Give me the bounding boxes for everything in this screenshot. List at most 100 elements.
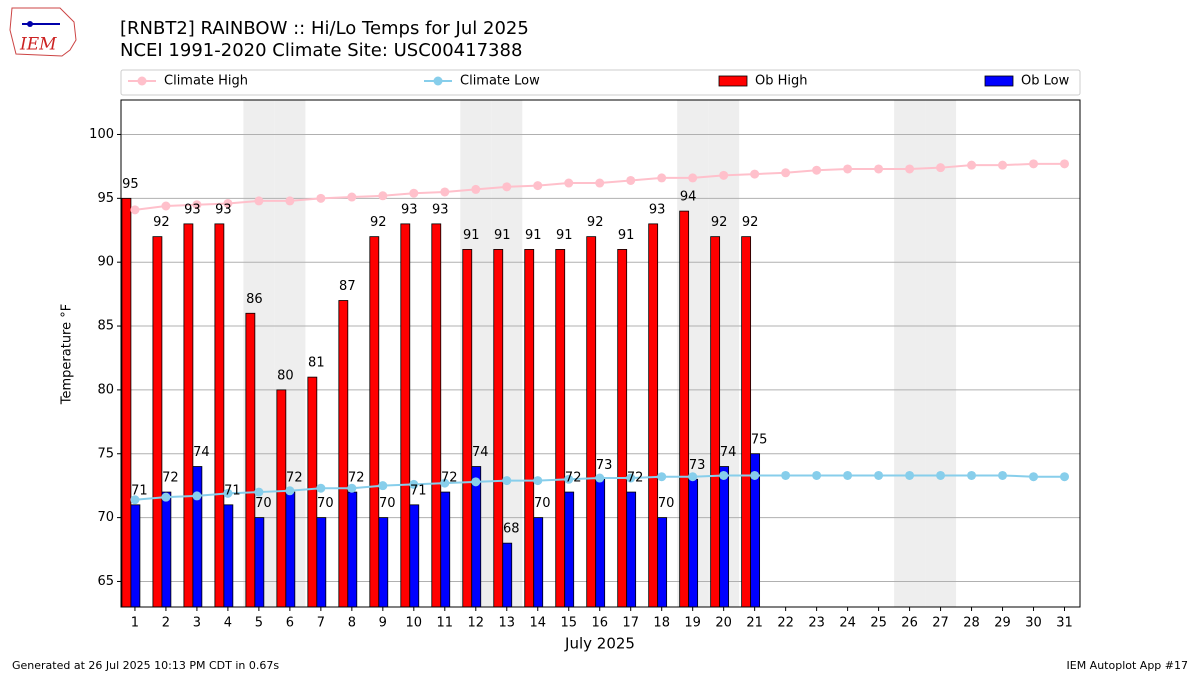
bar: [595, 478, 606, 607]
line-point: [719, 170, 729, 180]
chart-title: [RNBT2] RAINBOW :: Hi/Lo Temps for Jul 2…: [120, 18, 529, 39]
line-point: [967, 470, 977, 480]
line-point: [254, 196, 264, 206]
x-tick-label: 7: [317, 616, 325, 631]
legend-label: Ob High: [755, 74, 808, 89]
line-point: [874, 164, 884, 174]
line-point: [905, 164, 915, 174]
line-point: [905, 470, 915, 480]
bar-value-label: 81: [308, 356, 325, 371]
bar: [741, 236, 752, 607]
bar: [564, 491, 575, 607]
bar-value-label: 73: [596, 458, 613, 473]
x-tick-label: 13: [498, 616, 515, 631]
line-point: [719, 470, 729, 480]
line-point: [161, 201, 171, 211]
bar-value-label: 71: [410, 483, 427, 498]
line-point: [347, 483, 357, 493]
plot: [121, 100, 1080, 607]
bar-value-label: 74: [472, 445, 489, 460]
line-point: [192, 200, 202, 210]
bar: [152, 236, 163, 607]
bar-value-label: 72: [286, 471, 303, 486]
bar: [223, 504, 234, 607]
x-tick-label: 19: [684, 616, 701, 631]
line-point: [750, 169, 760, 179]
bar-value-label: 92: [711, 215, 728, 230]
logo-outline: [9, 7, 77, 57]
bar-value-label: 72: [162, 471, 179, 486]
bar-value-label: 72: [565, 471, 582, 486]
line-point: [998, 160, 1008, 170]
bar: [524, 249, 535, 607]
x-tick-label: 29: [994, 616, 1011, 631]
legend-marker: [433, 76, 443, 86]
bar: [276, 389, 287, 607]
y-axis-label: Temperature °F: [60, 304, 75, 405]
x-tick-label: 14: [529, 616, 546, 631]
bar: [307, 376, 318, 607]
line-point: [192, 491, 202, 501]
x-tick-label: 16: [591, 616, 608, 631]
y-tick-label: 100: [89, 127, 114, 142]
x-tick-label: 12: [468, 616, 485, 631]
line-point: [936, 470, 946, 480]
line-point: [347, 192, 357, 202]
line-point: [378, 191, 388, 201]
line-point: [1029, 159, 1039, 169]
bar-value-label: 95: [122, 177, 139, 192]
line-point: [502, 182, 512, 192]
line-point: [688, 173, 698, 183]
bar: [502, 542, 513, 607]
bar-value-label: 91: [525, 228, 542, 243]
bar: [462, 249, 473, 607]
bar-value-label: 80: [277, 368, 294, 383]
line-point: [595, 473, 605, 483]
line-point: [316, 193, 326, 203]
bar: [192, 466, 203, 607]
bar: [617, 249, 628, 607]
line-point: [161, 492, 171, 502]
logo-dot: [27, 21, 33, 27]
line-point: [409, 479, 419, 489]
bar: [626, 491, 637, 607]
line-point: [781, 470, 791, 480]
y-tick-label: 95: [97, 191, 114, 206]
line-point: [285, 486, 295, 496]
x-tick-label: 24: [839, 616, 856, 631]
chart-subtitle: NCEI 1991-2020 Climate Site: USC00417388: [120, 40, 522, 61]
bar-value-label: 73: [689, 458, 706, 473]
weekend-band: [925, 100, 957, 607]
bar-value-label: 72: [348, 471, 365, 486]
bar-value-label: 92: [742, 215, 759, 230]
line-point: [874, 470, 884, 480]
footer-right: IEM Autoplot App #17: [1067, 659, 1189, 672]
x-tick-label: 11: [437, 616, 454, 631]
bar-value-label: 70: [379, 496, 396, 511]
bar: [555, 249, 566, 607]
line-point: [1029, 472, 1039, 482]
bar: [440, 491, 451, 607]
x-tick-label: 3: [193, 616, 201, 631]
x-tick-label: 2: [162, 616, 170, 631]
bar: [533, 517, 544, 607]
legend-label: Ob Low: [1021, 74, 1070, 89]
bar: [471, 466, 482, 607]
line-point: [471, 477, 481, 487]
bar: [648, 223, 659, 607]
line-point: [440, 478, 450, 488]
bar-value-label: 93: [184, 202, 201, 217]
legend-marker: [137, 76, 147, 86]
bar: [679, 210, 690, 607]
plot-frame: [120, 99, 1081, 608]
line-point: [564, 178, 574, 188]
bar: [316, 517, 327, 607]
line-point: [130, 495, 140, 505]
bar-value-label: 70: [317, 496, 334, 511]
line-point: [626, 473, 636, 483]
line-point: [812, 470, 822, 480]
line-point: [440, 187, 450, 197]
legend-label: Climate Low: [460, 74, 540, 89]
logo: IEM: [9, 7, 77, 57]
x-tick-label: 1: [131, 616, 139, 631]
